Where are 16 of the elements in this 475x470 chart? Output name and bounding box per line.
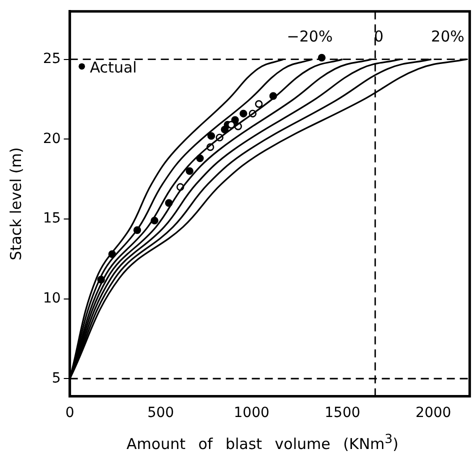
annotation: −20% [286,28,333,46]
y-tick-label: 15 [42,210,61,227]
x-tick-label: 1000 [234,405,270,422]
y-tick-label: 5 [52,370,61,386]
x-axis-title: Amount of blast volume (KNm$^{3}$) [126,431,400,453]
x-tick-label: 500 [147,405,174,422]
y-tick-label: 10 [42,290,61,306]
y-tick-label: 25 [42,50,61,67]
y-axis-title: Stack level (m) [6,147,25,260]
x-tick-label: 0 [65,405,74,422]
x-tick-label: 2000 [416,405,452,422]
y-tick-label: 20 [42,130,61,147]
x-tick-label: 1500 [324,405,360,422]
annotation: 20% [431,28,464,46]
legend-label: Actual [90,58,137,76]
annotation: 0 [374,28,384,46]
